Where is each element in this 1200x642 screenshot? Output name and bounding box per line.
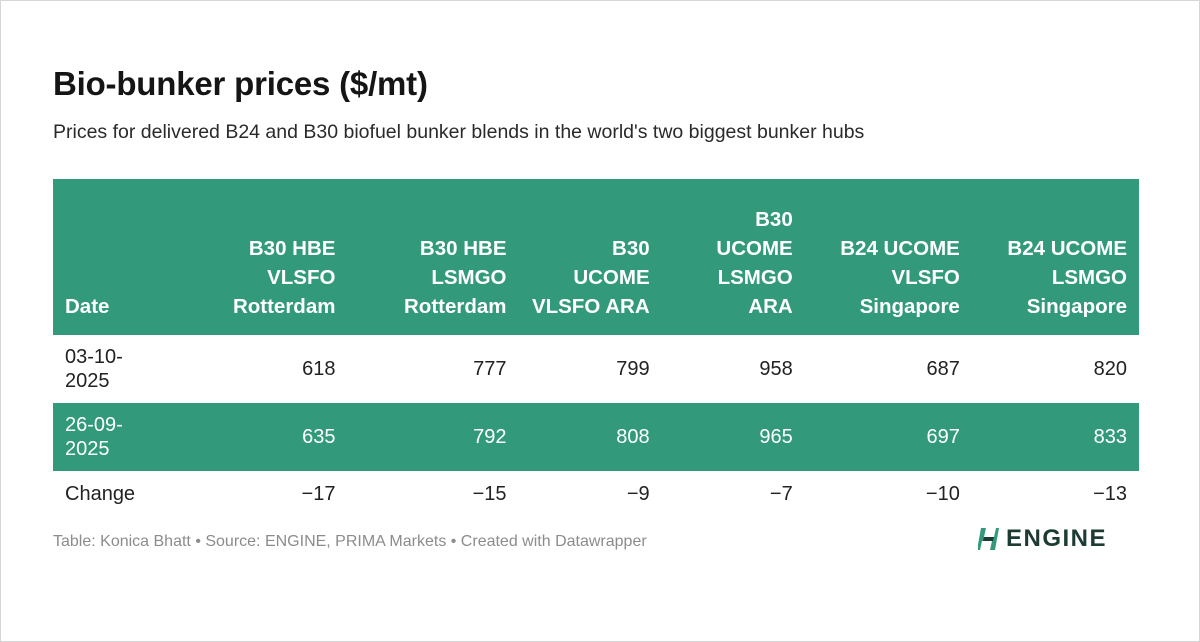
table-header-row: Date B30 HBE VLSFO Rotterdam B30 HBE LSM… xyxy=(53,179,1139,335)
value-cell: 808 xyxy=(616,425,650,448)
chart-title: Bio-bunker prices ($/mt) xyxy=(53,65,428,102)
column-header-date[interactable]: Date xyxy=(65,295,110,318)
value-cell: 792 xyxy=(473,425,507,448)
change-cell: −10 xyxy=(925,482,960,505)
chart-subtitle: Prices for delivered B24 and B30 biofuel… xyxy=(53,121,865,143)
column-header-b24-ucome-lsmgo-singapore[interactable]: B24 UCOME LSMGO Singapore xyxy=(1007,237,1127,318)
change-cell: −17 xyxy=(301,482,336,505)
value-cell: 965 xyxy=(759,425,793,448)
table-row: 03-10-2025 618 777 799 958 687 820 xyxy=(53,335,1139,403)
date-cell: 03-10-2025 xyxy=(65,346,123,392)
value-cell: 833 xyxy=(1093,425,1127,448)
value-cell: 799 xyxy=(616,357,650,380)
change-label-cell: Change xyxy=(65,483,136,505)
column-header-b24-ucome-vlsfo-singapore[interactable]: B24 UCOME VLSFO Singapore xyxy=(840,237,960,318)
change-cell: −15 xyxy=(472,482,507,505)
column-header-b30-ucome-vlsfo-ara[interactable]: B30 UCOME VLSFO ARA xyxy=(531,237,650,318)
value-cell: 687 xyxy=(926,357,960,380)
value-cell: 635 xyxy=(302,425,336,448)
table-row-change: Change −17 −15 −9 −7 −10 −13 xyxy=(53,471,1139,517)
engine-logo: ENGINE xyxy=(978,525,1107,553)
column-header-b30-hbe-vlsfo-rotterdam[interactable]: B30 HBE VLSFO Rotterdam xyxy=(232,237,336,318)
value-cell: 958 xyxy=(759,357,793,380)
value-cell: 697 xyxy=(926,425,960,448)
change-cell: −9 xyxy=(626,482,650,505)
value-cell: 820 xyxy=(1093,357,1127,380)
value-cell: 618 xyxy=(302,357,336,380)
value-cell: 777 xyxy=(473,357,507,380)
column-header-b30-ucome-lsmgo-ara[interactable]: B30 UCOME LSMGO ARA xyxy=(716,208,793,318)
date-cell: 26-09-2025 xyxy=(65,414,123,460)
column-header-b30-hbe-lsmgo-rotterdam[interactable]: B30 HBE LSMGO Rotterdam xyxy=(404,237,507,318)
engine-logo-text: ENGINE xyxy=(1006,525,1108,552)
source-footer: Table: Konica Bhatt • Source: ENGINE, PR… xyxy=(53,533,647,550)
engine-logo-mark-icon xyxy=(978,526,1000,552)
change-cell: −7 xyxy=(769,482,793,505)
change-cell: −13 xyxy=(1093,482,1127,505)
price-table: Date B30 HBE VLSFO Rotterdam B30 HBE LSM… xyxy=(53,179,1139,517)
table-row: 26-09-2025 635 792 808 965 697 833 xyxy=(53,403,1139,471)
